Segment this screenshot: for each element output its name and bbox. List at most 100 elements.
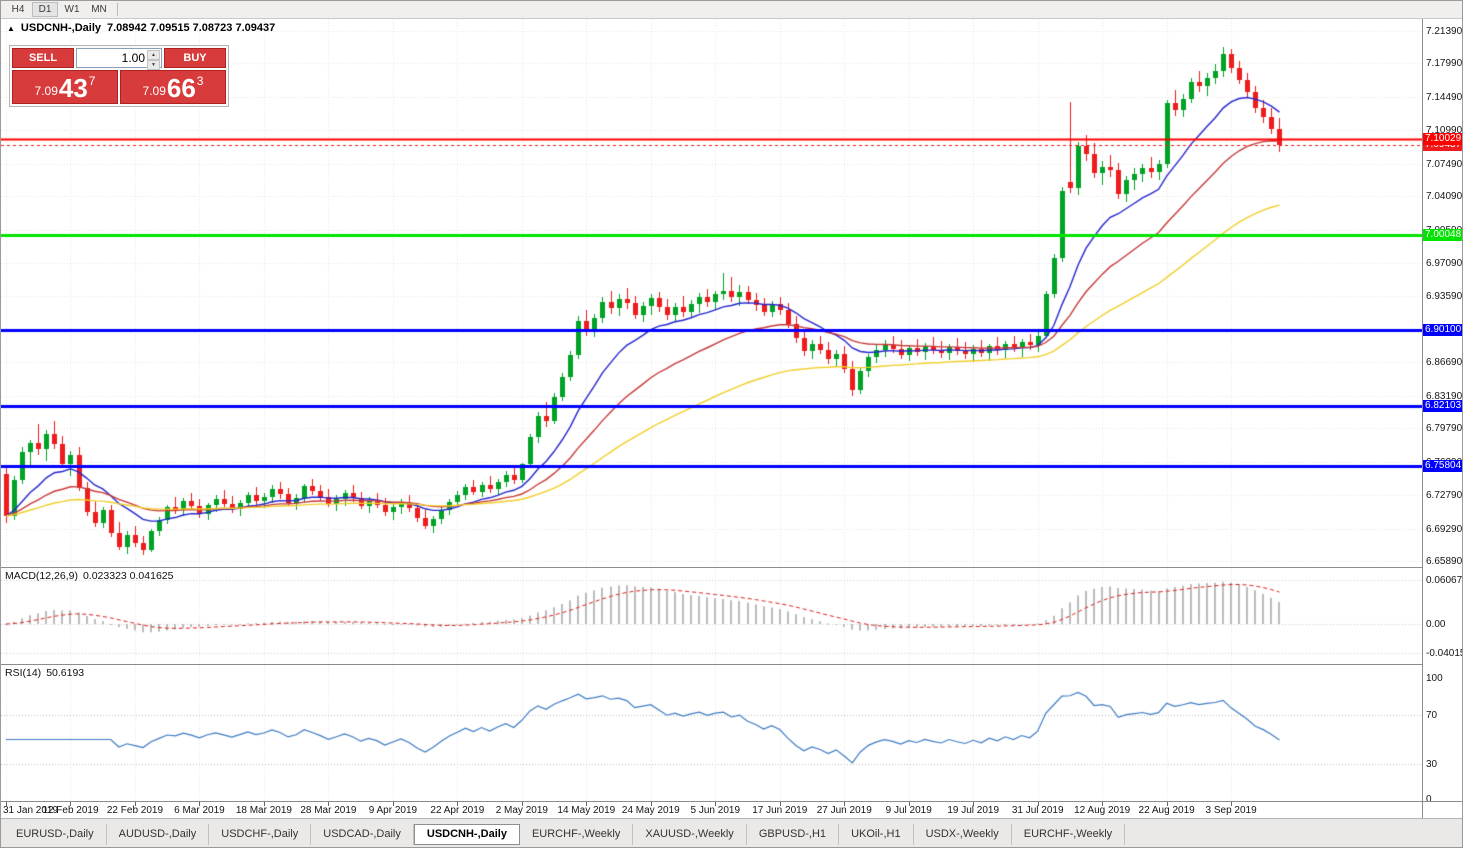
date-tick xyxy=(70,802,71,806)
chart-tab-eurchf-weekly[interactable]: EURCHF-,Weekly xyxy=(520,823,634,845)
buy-price-button[interactable]: 7.09 66 3 xyxy=(120,70,226,104)
date-axis-label: 22 Aug 2019 xyxy=(1138,805,1195,816)
date-tick xyxy=(328,802,329,806)
rsi-value: 50.6193 xyxy=(46,667,85,679)
date-axis-label: 12 Aug 2019 xyxy=(1074,805,1131,816)
price-axis-label: 6.79790 xyxy=(1426,423,1463,434)
buy-price-prefix: 7.09 xyxy=(142,84,166,98)
date-tick xyxy=(780,802,781,806)
macd-axis-label: 0.060674 xyxy=(1426,575,1463,586)
date-axis-label: 18 Mar 2019 xyxy=(235,805,292,816)
date-axis-label: 5 Jun 2019 xyxy=(690,805,741,816)
chart-tab-usdcnh-daily[interactable]: USDCNH-,Daily xyxy=(413,823,520,845)
macd-values: 0.023323 0.041625 xyxy=(82,570,174,582)
date-tick xyxy=(909,802,910,806)
buy-price-big: 66 xyxy=(166,73,196,103)
chart-tab-gbpusd-h1[interactable]: GBPUSD-,H1 xyxy=(747,823,840,845)
panel-splitter-macd[interactable] xyxy=(1,567,1462,568)
date-axis-label: 28 Mar 2019 xyxy=(300,805,357,816)
date-tick xyxy=(1102,802,1103,806)
chart-tab-usdcad-daily[interactable]: USDCAD-,Daily xyxy=(311,823,414,845)
volume-up-arrow[interactable]: ▲ xyxy=(147,50,160,60)
price-axis-label: 6.93590 xyxy=(1426,291,1463,302)
price-axis-label: 6.72790 xyxy=(1426,490,1463,501)
buy-price-sup: 3 xyxy=(196,74,204,88)
chart-tab-audusd-daily[interactable]: AUDUSD-,Daily xyxy=(107,823,210,845)
sell-price-big: 43 xyxy=(58,73,88,103)
price-line-tag: 6.82103 xyxy=(1423,400,1462,412)
date-tick xyxy=(522,802,523,806)
price-axis-label: 7.04090 xyxy=(1426,191,1463,202)
price-line-tag: 7.00048 xyxy=(1423,229,1462,241)
price-axis-label: 6.83190 xyxy=(1426,391,1463,402)
timeframe-button-mn[interactable]: MN xyxy=(91,4,107,15)
timeframe-button-h4[interactable]: H4 xyxy=(11,4,25,15)
date-tick xyxy=(1167,802,1168,806)
rsi-indicator-label: RSI(14) 50.6193 xyxy=(5,667,84,679)
date-tick xyxy=(586,802,587,806)
macd-canvas[interactable] xyxy=(1,568,1422,664)
chart-tab-xauusd-weekly[interactable]: XAUUSD-,Weekly xyxy=(633,823,747,845)
price-line-tag: 6.90100 xyxy=(1423,324,1462,336)
macd-indicator-label: MACD(12,26,9) 0.023323 0.041625 xyxy=(5,570,173,582)
rsi-canvas[interactable] xyxy=(1,665,1422,801)
chart-symbol-title: USDCNH-,Daily xyxy=(20,22,101,34)
axis-separator-line xyxy=(1422,19,1423,818)
date-tick xyxy=(393,802,394,806)
panel-splitter-rsi[interactable] xyxy=(1,664,1462,665)
date-axis-label: 31 Jan 2019 xyxy=(3,805,59,816)
price-axis: 7.21390 7.17990 7.14490 7.10990 7.07490 7.040… xyxy=(1423,19,1463,805)
chart-area: ▲ USDCNH-,Daily 7.08942 7.09515 7.08723 … xyxy=(1,19,1463,805)
date-axis-label: 22 Feb 2019 xyxy=(106,805,164,816)
chart-ohlc-values: 7.08942 7.09515 7.08723 7.09437 xyxy=(107,22,276,34)
date-tick xyxy=(6,802,7,806)
date-axis-label: 24 May 2019 xyxy=(621,805,680,816)
date-axis-label: 9 Apr 2019 xyxy=(368,805,418,816)
date-axis-label: 17 Jun 2019 xyxy=(752,805,808,816)
date-axis: 31 Jan 2019 12 Feb 2019 22 Feb 2019 6 Mar 2… xyxy=(1,801,1462,818)
buy-button[interactable]: BUY xyxy=(164,48,226,68)
chart-title: ▲ USDCNH-,Daily 7.08942 7.09515 7.08723 … xyxy=(7,22,275,34)
price-axis-label: 7.14490 xyxy=(1426,92,1463,103)
date-axis-label: 12 Feb 2019 xyxy=(42,805,99,816)
chart-tab-eurusd-daily[interactable]: EURUSD-,Daily xyxy=(4,823,107,845)
one-click-trading-panel: SELL ▲ ▼ BUY 7.09 43 7 7.09 xyxy=(9,45,229,107)
date-axis-label: 22 Apr 2019 xyxy=(430,805,485,816)
rsi-name: RSI(14) xyxy=(5,667,42,679)
timeframe-button-d1[interactable]: D1 xyxy=(32,2,58,17)
timeframe-button-w1[interactable]: W1 xyxy=(64,4,80,15)
date-axis-label: 31 Jul 2019 xyxy=(1011,805,1064,816)
date-tick xyxy=(264,802,265,806)
chart-tab-bar: EURUSD-,Daily AUDUSD-,Daily USDCHF-,Daily U… xyxy=(1,818,1462,847)
price-axis-label: 7.17990 xyxy=(1426,58,1463,69)
sell-button[interactable]: SELL xyxy=(12,48,74,68)
date-tick xyxy=(199,802,200,806)
chart-tab-usdchf-daily[interactable]: USDCHF-,Daily xyxy=(209,823,312,845)
date-axis-label: 3 Sep 2019 xyxy=(1205,805,1257,816)
date-tick xyxy=(457,802,458,806)
rsi-axis-label: 100 xyxy=(1426,673,1443,684)
rsi-axis-label: 70 xyxy=(1426,710,1438,721)
date-tick xyxy=(1038,802,1039,806)
date-axis-label: 19 Jul 2019 xyxy=(947,805,1000,816)
main-chart-canvas[interactable] xyxy=(1,19,1422,567)
volume-input[interactable] xyxy=(77,49,161,67)
price-line-tag: 6.75804 xyxy=(1423,460,1462,472)
sell-price-sup: 7 xyxy=(88,74,96,88)
chart-tab-usdx-weekly[interactable]: USDX-,Weekly xyxy=(914,823,1012,845)
chart-tab-eurchf-weekly[interactable]: EURCHF-,Weekly xyxy=(1012,823,1126,845)
date-tick xyxy=(651,802,652,806)
date-tick xyxy=(844,802,845,806)
date-axis-label: 6 Mar 2019 xyxy=(174,805,225,816)
date-axis-label: 2 May 2019 xyxy=(495,805,548,816)
price-line-tag: 7.10029 xyxy=(1423,133,1462,145)
chart-tab-ukoil-h1[interactable]: UKOil-,H1 xyxy=(839,823,914,845)
date-tick xyxy=(973,802,974,806)
price-axis-label: 7.10990 xyxy=(1426,125,1463,136)
sell-price-button[interactable]: 7.09 43 7 xyxy=(12,70,118,104)
volume-down-arrow[interactable]: ▼ xyxy=(147,60,160,70)
date-axis-label: 27 Jun 2019 xyxy=(816,805,872,816)
sell-price-prefix: 7.09 xyxy=(34,84,58,98)
expand-triangle-icon[interactable]: ▲ xyxy=(7,23,15,33)
